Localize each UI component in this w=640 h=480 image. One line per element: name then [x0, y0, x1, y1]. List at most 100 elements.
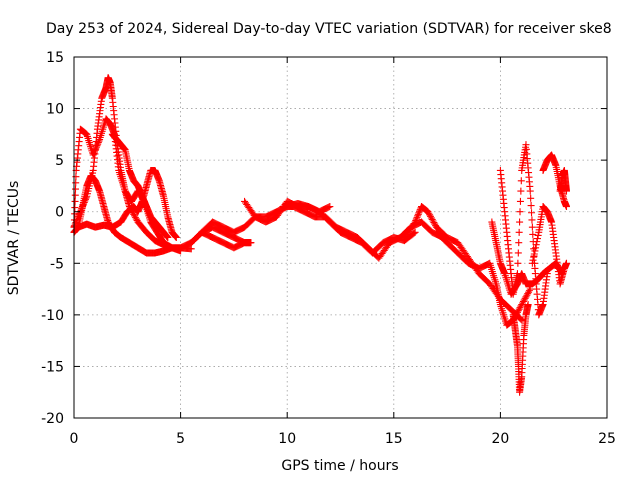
- data-point: [130, 210, 138, 218]
- data-point: [562, 187, 570, 195]
- y-tick-label: 10: [46, 102, 64, 118]
- data-point: [515, 239, 523, 247]
- data-point: [524, 301, 532, 309]
- data-point: [412, 215, 420, 223]
- data-point: [514, 259, 522, 267]
- data-point: [427, 214, 435, 222]
- data-point: [426, 211, 434, 219]
- data-point: [410, 229, 418, 237]
- data-point: [513, 308, 521, 316]
- data-point: [416, 207, 424, 215]
- data-point: [410, 220, 418, 228]
- y-tick-label: -5: [50, 256, 64, 272]
- data-point: [527, 194, 535, 202]
- data-point: [516, 218, 524, 226]
- x-tick-label: 0: [70, 431, 79, 447]
- y-tick-label: -20: [41, 411, 64, 427]
- series-sat-o: [528, 203, 570, 288]
- series-sat-e: [108, 130, 172, 241]
- data-point: [530, 253, 538, 261]
- data-point: [326, 203, 334, 211]
- data-point: [164, 234, 172, 241]
- data-point: [131, 212, 139, 220]
- data-point: [72, 179, 80, 187]
- data-point: [187, 245, 195, 253]
- data-point: [562, 203, 570, 211]
- series-sat-i: [279, 203, 447, 262]
- y-tick-label: 15: [46, 50, 64, 66]
- data-point: [521, 294, 529, 302]
- y-tick-label: 0: [55, 205, 64, 221]
- x-tick-labels: 0 5 10 15 20 25: [70, 431, 616, 447]
- y-tick-label: -10: [41, 308, 64, 324]
- data-point: [429, 217, 437, 225]
- plot-frame: [73, 56, 608, 419]
- data-point: [524, 290, 532, 298]
- data-point: [517, 177, 525, 185]
- chart-title: Day 253 of 2024, Sidereal Day-to-day VTE…: [46, 21, 612, 37]
- data-point: [517, 187, 525, 195]
- data-point: [71, 204, 79, 212]
- data-point: [71, 197, 79, 205]
- data-point: [562, 259, 570, 267]
- data-point: [532, 241, 540, 249]
- data-point: [530, 250, 538, 258]
- data-point: [172, 234, 180, 241]
- data-point: [413, 213, 421, 221]
- data-point: [520, 296, 528, 304]
- series-sat-d: [74, 166, 180, 241]
- data-point: [532, 244, 540, 252]
- series-sat-n: [509, 301, 532, 396]
- x-axis-label: GPS time / hours: [281, 458, 398, 474]
- data-point: [428, 215, 436, 223]
- data-point: [72, 173, 80, 181]
- data-point: [518, 316, 526, 324]
- data-point: [414, 212, 422, 220]
- data-point: [424, 208, 432, 216]
- data-point: [89, 151, 97, 159]
- data-point: [132, 215, 140, 223]
- data-point: [71, 185, 79, 193]
- y-tick-label: -15: [41, 359, 64, 375]
- data-point: [131, 213, 139, 221]
- data-point: [519, 299, 527, 307]
- x-tick-label: 20: [491, 431, 509, 447]
- data-point: [414, 210, 422, 218]
- data-point: [514, 249, 522, 257]
- data-point: [517, 302, 525, 310]
- data-point: [529, 256, 537, 264]
- data-point: [525, 288, 533, 296]
- data-point: [527, 202, 535, 210]
- data-point: [525, 287, 533, 295]
- data-point: [533, 238, 541, 246]
- data-point: [412, 216, 420, 224]
- data-point: [411, 228, 419, 236]
- y-axis-label: SDTVAR / TECUs: [6, 181, 22, 296]
- x-tick-label: 5: [176, 431, 185, 447]
- data-point: [430, 219, 438, 227]
- data-point: [528, 216, 536, 224]
- data-point: [523, 291, 531, 299]
- data-point: [531, 247, 539, 255]
- x-tick-label: 15: [385, 431, 403, 447]
- data-point: [516, 197, 524, 205]
- data-point: [71, 220, 79, 228]
- y-tick-labels: -20 -15 -10 -5 0 5 10 15: [41, 50, 64, 427]
- data-point: [411, 218, 419, 226]
- data-point: [515, 228, 523, 236]
- data-point: [522, 293, 530, 301]
- x-tick-label: 25: [598, 431, 616, 447]
- data-point: [528, 209, 536, 217]
- x-tick-label: 10: [278, 431, 296, 447]
- data-point: [71, 191, 79, 199]
- data-point: [415, 209, 423, 217]
- data-point: [528, 223, 536, 231]
- data-point: [533, 235, 541, 243]
- series-sat-q: [556, 166, 570, 195]
- y-tick-label: 5: [55, 153, 64, 169]
- data-point: [426, 212, 434, 220]
- series-sat-k: [432, 228, 534, 329]
- data-point: [425, 209, 433, 217]
- data-point: [513, 270, 521, 278]
